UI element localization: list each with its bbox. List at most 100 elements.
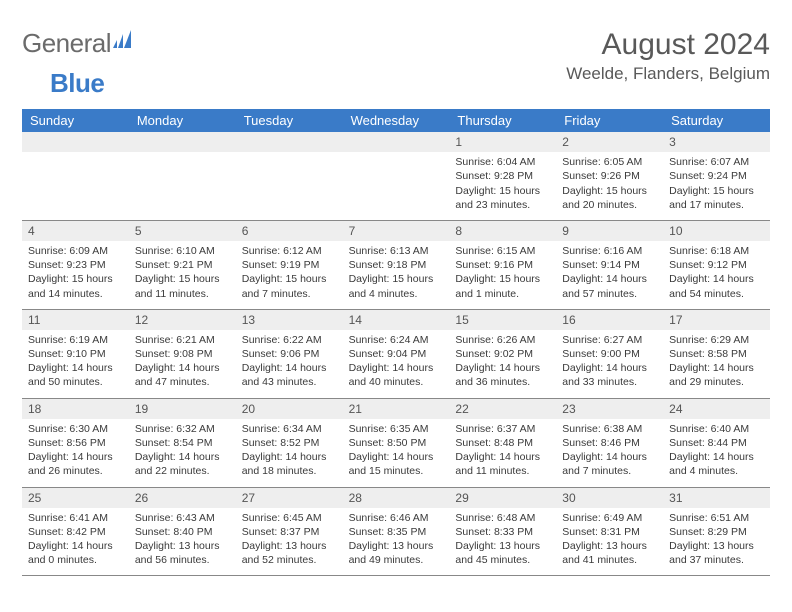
sunrise-line: Sunrise: 6:04 AM — [455, 155, 550, 169]
sunrise-line: Sunrise: 6:45 AM — [242, 511, 337, 525]
sunrise-line: Sunrise: 6:29 AM — [669, 333, 764, 347]
day-number: 22 — [449, 399, 556, 419]
daylight-line: Daylight: 13 hours and 37 minutes. — [669, 539, 764, 567]
sunrise-line: Sunrise: 6:46 AM — [349, 511, 444, 525]
day-cell-20: 20Sunrise: 6:34 AMSunset: 8:52 PMDayligh… — [236, 399, 343, 488]
sunset-line: Sunset: 8:56 PM — [28, 436, 123, 450]
weekday-friday: Friday — [556, 109, 663, 132]
sunset-line: Sunset: 8:42 PM — [28, 525, 123, 539]
sunset-line: Sunset: 8:58 PM — [669, 347, 764, 361]
day-number: 11 — [22, 310, 129, 330]
daylight-line: Daylight: 14 hours and 47 minutes. — [135, 361, 230, 389]
day-number: 29 — [449, 488, 556, 508]
sunset-line: Sunset: 8:33 PM — [455, 525, 550, 539]
sunrise-line: Sunrise: 6:27 AM — [562, 333, 657, 347]
day-number: 8 — [449, 221, 556, 241]
day-number: 12 — [129, 310, 236, 330]
sunset-line: Sunset: 8:29 PM — [669, 525, 764, 539]
sunrise-line: Sunrise: 6:43 AM — [135, 511, 230, 525]
day-cell-8: 8Sunrise: 6:15 AMSunset: 9:16 PMDaylight… — [449, 221, 556, 310]
day-cell-16: 16 Sunrise: 6:27 AMSunset: 9:00 PMDayligh… — [556, 310, 663, 399]
sunset-line: Sunset: 9:02 PM — [455, 347, 550, 361]
sunset-line: Sunset: 9:23 PM — [28, 258, 123, 272]
sunset-line: Sunset: 8:31 PM — [562, 525, 657, 539]
day-number: 13 — [236, 310, 343, 330]
day-number: 3 — [663, 132, 770, 152]
daylight-line: Daylight: 15 hours and 17 minutes. — [669, 184, 764, 212]
sunset-line: Sunset: 8:44 PM — [669, 436, 764, 450]
sunrise-line: Sunrise: 6:30 AM — [28, 422, 123, 436]
daylight-line: Daylight: 14 hours and 0 minutes. — [28, 539, 123, 567]
sunset-line: Sunset: 9:16 PM — [455, 258, 550, 272]
day-cell-13: 13Sunrise: 6:22 AMSunset: 9:06 PMDayligh… — [236, 310, 343, 399]
day-number: 21 — [343, 399, 450, 419]
daylight-line: Daylight: 14 hours and 4 minutes. — [669, 450, 764, 478]
sunset-line: Sunset: 9:21 PM — [135, 258, 230, 272]
day-cell-2: 2Sunrise: 6:05 AMSunset: 9:26 PMDaylight… — [556, 132, 663, 221]
sunset-line: Sunset: 9:00 PM — [562, 347, 657, 361]
daylight-line: Daylight: 13 hours and 45 minutes. — [455, 539, 550, 567]
day-number: 26 — [129, 488, 236, 508]
weekday-saturday: Saturday — [663, 109, 770, 132]
day-number: 9 — [556, 221, 663, 241]
sunrise-line: Sunrise: 6:49 AM — [562, 511, 657, 525]
day-number: 1 — [449, 132, 556, 152]
day-cell-27: 27 Sunrise: 6:45 AMSunset: 8:37 PMDayligh… — [236, 488, 343, 577]
day-cell-14: 14Sunrise: 6:24 AMSunset: 9:04 PMDayligh… — [343, 310, 450, 399]
sunrise-line: Sunrise: 6:38 AM — [562, 422, 657, 436]
day-cell-26: 26Sunrise: 6:43 AMSunset: 8:40 PMDayligh… — [129, 488, 236, 577]
weekday-tuesday: Tuesday — [236, 109, 343, 132]
sunrise-line: Sunrise: 6:51 AM — [669, 511, 764, 525]
daylight-line: Daylight: 14 hours and 54 minutes. — [669, 272, 764, 300]
sunset-line: Sunset: 8:46 PM — [562, 436, 657, 450]
day-number: 15 — [449, 310, 556, 330]
sunset-line: Sunset: 8:52 PM — [242, 436, 337, 450]
daylight-line: Daylight: 13 hours and 56 minutes. — [135, 539, 230, 567]
day-cell-9: 9Sunrise: 6:16 AMSunset: 9:14 PMDaylight… — [556, 221, 663, 310]
daylight-line: Daylight: 15 hours and 23 minutes. — [455, 184, 550, 212]
calendar-weekday-header: SundayMondayTuesdayWednesdayThursdayFrid… — [22, 109, 770, 132]
daylight-line: Daylight: 13 hours and 49 minutes. — [349, 539, 444, 567]
logo: General — [22, 28, 137, 59]
month-title: August 2024 — [566, 28, 770, 62]
logo-word2: Blue — [50, 68, 104, 99]
sunset-line: Sunset: 9:18 PM — [349, 258, 444, 272]
sunset-line: Sunset: 8:37 PM — [242, 525, 337, 539]
sunset-line: Sunset: 9:12 PM — [669, 258, 764, 272]
day-number: 27 — [236, 488, 343, 508]
sunrise-line: Sunrise: 6:12 AM — [242, 244, 337, 258]
day-number: 16 — [556, 310, 663, 330]
weekday-sunday: Sunday — [22, 109, 129, 132]
sunrise-line: Sunrise: 6:35 AM — [349, 422, 444, 436]
daylight-line: Daylight: 15 hours and 7 minutes. — [242, 272, 337, 300]
logo-word1: General — [22, 28, 111, 59]
day-number: 6 — [236, 221, 343, 241]
sunrise-line: Sunrise: 6:21 AM — [135, 333, 230, 347]
sunrise-line: Sunrise: 6:09 AM — [28, 244, 123, 258]
weekday-wednesday: Wednesday — [343, 109, 450, 132]
sunrise-line: Sunrise: 6:18 AM — [669, 244, 764, 258]
day-cell-17: 17Sunrise: 6:29 AMSunset: 8:58 PMDayligh… — [663, 310, 770, 399]
day-number: 30 — [556, 488, 663, 508]
day-cell-3: 3Sunrise: 6:07 AMSunset: 9:24 PMDaylight… — [663, 132, 770, 221]
sunrise-line: Sunrise: 6:24 AM — [349, 333, 444, 347]
day-cell-1: 1Sunrise: 6:04 AMSunset: 9:28 PMDaylight… — [449, 132, 556, 221]
empty-cell — [22, 132, 129, 221]
sunset-line: Sunset: 8:35 PM — [349, 525, 444, 539]
day-number: 14 — [343, 310, 450, 330]
day-cell-31: 31Sunrise: 6:51 AMSunset: 8:29 PMDayligh… — [663, 488, 770, 577]
daylight-line: Daylight: 14 hours and 7 minutes. — [562, 450, 657, 478]
day-number: 10 — [663, 221, 770, 241]
sunset-line: Sunset: 9:19 PM — [242, 258, 337, 272]
day-cell-25: 25Sunrise: 6:41 AMSunset: 8:42 PMDayligh… — [22, 488, 129, 577]
daylight-line: Daylight: 14 hours and 33 minutes. — [562, 361, 657, 389]
day-cell-28: 28Sunrise: 6:46 AMSunset: 8:35 PMDayligh… — [343, 488, 450, 577]
sunset-line: Sunset: 8:50 PM — [349, 436, 444, 450]
weekday-thursday: Thursday — [449, 109, 556, 132]
sunrise-line: Sunrise: 6:07 AM — [669, 155, 764, 169]
day-cell-7: 7Sunrise: 6:13 AMSunset: 9:18 PMDaylight… — [343, 221, 450, 310]
sunrise-line: Sunrise: 6:34 AM — [242, 422, 337, 436]
sunrise-line: Sunrise: 6:10 AM — [135, 244, 230, 258]
day-cell-30: 30Sunrise: 6:49 AMSunset: 8:31 PMDayligh… — [556, 488, 663, 577]
daylight-line: Daylight: 13 hours and 52 minutes. — [242, 539, 337, 567]
